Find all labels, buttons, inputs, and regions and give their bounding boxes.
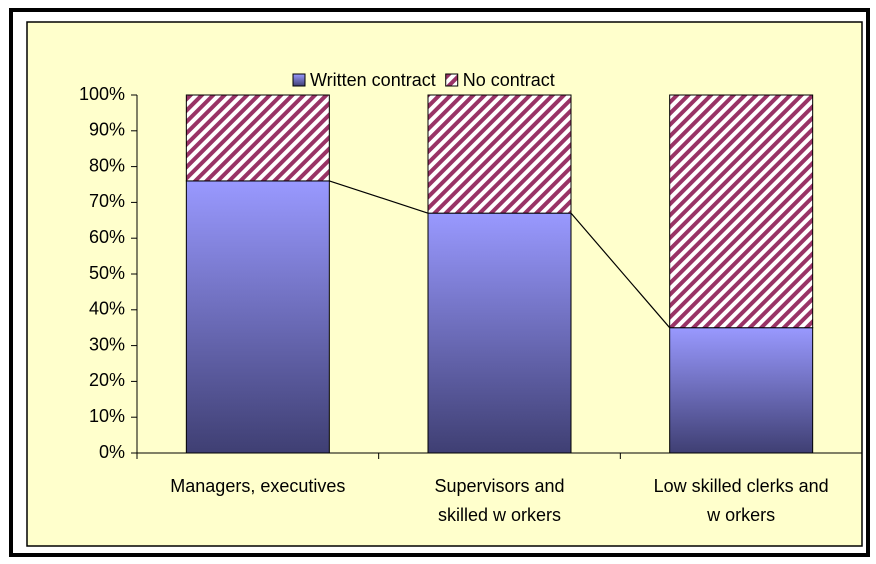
- bar-segment: [185, 180, 330, 454]
- x-tick-label: Low skilled clerks and w orkers: [653, 476, 829, 525]
- series-line: [570, 212, 671, 329]
- bar-segment: [427, 212, 572, 454]
- x-tick-label: Managers, executives: [170, 476, 346, 496]
- y-tick-label: 80%: [89, 155, 125, 175]
- x-tick-label: Supervisors and skilled w orkers: [434, 476, 565, 525]
- y-tick-label: 90%: [89, 120, 125, 140]
- y-tick-label: 0%: [99, 442, 125, 462]
- y-tick-label: 100%: [79, 84, 125, 104]
- legend-swatch: [292, 73, 306, 87]
- y-tick-label: 60%: [89, 227, 125, 247]
- legend-label: Written contract: [310, 70, 436, 90]
- outer-frame: [9, 8, 870, 557]
- y-tick-label: 10%: [89, 406, 125, 426]
- y-tick-label: 70%: [89, 191, 125, 211]
- legend-label: No contract: [463, 70, 555, 90]
- y-tick-label: 50%: [89, 263, 125, 283]
- legend-swatch: [445, 73, 459, 87]
- y-tick-label: 30%: [89, 334, 125, 354]
- bar-segment: [185, 94, 330, 182]
- series-line: [329, 180, 429, 214]
- bar-segment: [669, 327, 814, 454]
- bar-segment: [669, 94, 814, 329]
- y-tick-label: 40%: [89, 299, 125, 319]
- y-tick-label: 20%: [89, 370, 125, 390]
- bar-segment: [427, 94, 572, 214]
